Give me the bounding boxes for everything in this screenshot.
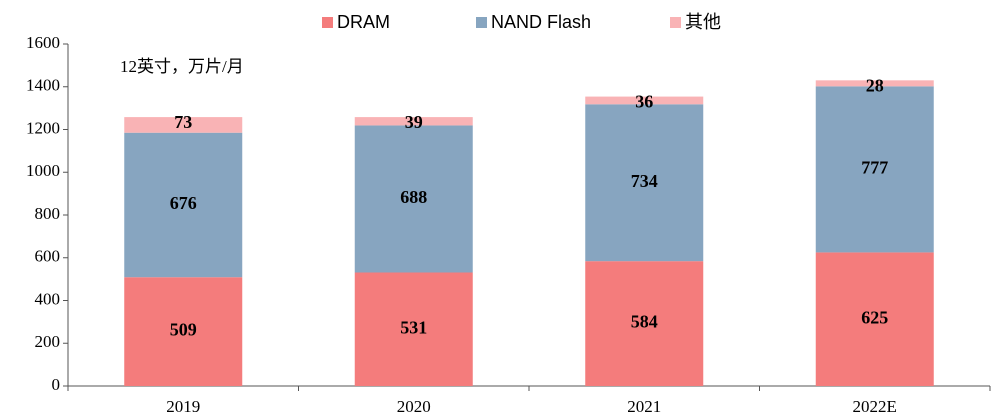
y-tick-label: 800: [35, 204, 61, 223]
y-tick-label: 1400: [26, 76, 60, 95]
y-tick-label: 1600: [26, 33, 60, 52]
bar-segment: [354, 272, 473, 386]
legend-label: DRAM: [337, 12, 390, 32]
bar-segment: [815, 252, 934, 386]
bar-segment: [124, 277, 243, 386]
legend-label: 其他: [685, 12, 721, 32]
value-label: 28: [866, 75, 884, 95]
value-label: 734: [631, 171, 658, 191]
value-label: 39: [405, 112, 423, 132]
x-tick-label: 2021: [627, 397, 661, 416]
bar-segment: [585, 261, 704, 386]
bar-segment: [585, 104, 704, 262]
value-label: 625: [861, 307, 888, 327]
bar-segment: [585, 96, 704, 105]
value-label: 688: [400, 187, 427, 207]
bar-segment: [354, 117, 473, 126]
value-label: 509: [170, 320, 197, 340]
value-label: 584: [631, 312, 658, 332]
x-tick-label: 2022E: [853, 397, 897, 416]
y-tick-label: 400: [35, 289, 61, 308]
bar-segment: [124, 132, 243, 278]
value-label: 36: [635, 92, 653, 112]
annotation: 12英寸，万片/月: [120, 57, 244, 76]
bar-segment: [124, 117, 243, 133]
bar-segment: [815, 80, 934, 87]
value-label: 73: [174, 112, 192, 132]
bar-segment: [815, 86, 934, 253]
bar-segment: [354, 125, 473, 273]
legend-swatch: [670, 17, 681, 28]
y-tick-label: 1000: [26, 161, 60, 180]
value-label: 777: [861, 157, 888, 177]
y-tick-label: 1200: [26, 118, 60, 137]
legend-swatch: [476, 17, 487, 28]
value-label: 676: [170, 193, 197, 213]
y-tick-label: 200: [35, 332, 61, 351]
y-tick-label: 0: [52, 375, 61, 394]
value-label: 531: [400, 317, 427, 337]
legend-swatch: [322, 17, 333, 28]
legend-label: NAND Flash: [491, 12, 591, 32]
x-tick-label: 2020: [397, 397, 431, 416]
y-tick-label: 600: [35, 247, 61, 266]
x-tick-label: 2019: [166, 397, 200, 416]
